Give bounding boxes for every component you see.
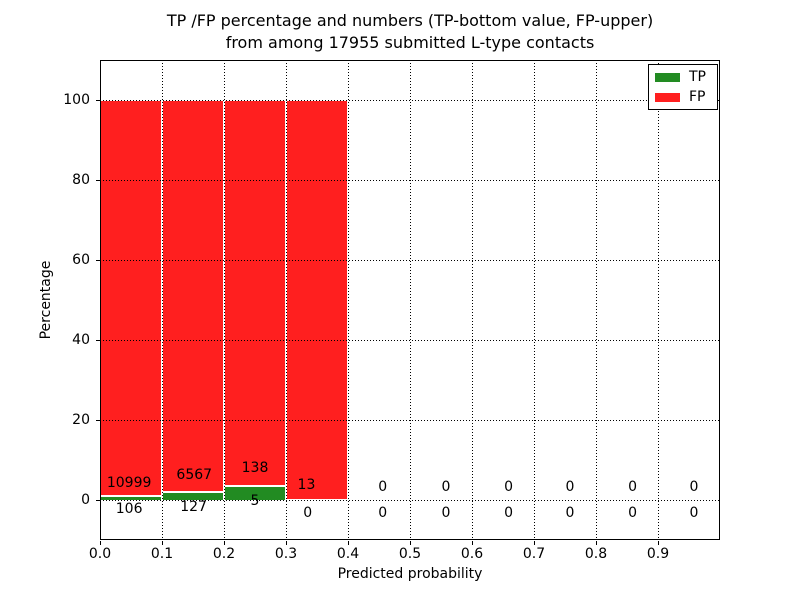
tp-count-label: 0 [504, 505, 514, 522]
tp-count-label: 0 [378, 505, 388, 522]
x-tick-mark [224, 541, 225, 545]
x-tick-label: 0.8 [584, 546, 608, 562]
x-axis-label: Predicted probability [337, 566, 483, 582]
fp-bar [100, 100, 162, 497]
y-tick-label: 20 [72, 412, 90, 428]
fp-legend-label: FP [689, 89, 706, 105]
grid-line-vertical [534, 60, 535, 540]
fp-count-label: 138 [241, 460, 269, 477]
tp-count-label: 0 [303, 504, 313, 521]
legend-item-tp: TP [655, 69, 717, 85]
tp-count-label: 0 [565, 505, 575, 522]
fp-bar [286, 100, 348, 500]
tp-count-label: 5 [250, 493, 260, 510]
grid-line-vertical [100, 60, 101, 540]
x-tick-label: 0.4 [336, 546, 360, 562]
fp-count-label: 0 [504, 478, 514, 495]
y-tick-label: 40 [72, 332, 90, 348]
legend-item-fp: FP [655, 89, 717, 105]
x-tick-mark [286, 541, 287, 545]
x-tick-mark [534, 541, 535, 545]
fp-count-label: 6567 [176, 466, 213, 483]
fp-count-label: 0 [628, 478, 638, 495]
y-tick-label: 0 [81, 492, 90, 508]
x-tick-label: 0.3 [274, 546, 298, 562]
y-axis-label: Percentage [38, 260, 54, 340]
x-tick-label: 0.2 [212, 546, 236, 562]
fp-bar [224, 100, 286, 486]
grid-line-vertical [162, 60, 163, 540]
fp-count-label: 0 [378, 478, 388, 495]
x-tick-label: 0.0 [88, 546, 112, 562]
x-tick-label: 0.5 [398, 546, 422, 562]
fp-count-label: 13 [297, 476, 316, 493]
y-tick-mark [96, 500, 100, 501]
x-tick-mark [348, 541, 349, 545]
y-tick-label: 100 [63, 92, 90, 108]
x-tick-mark [472, 541, 473, 545]
x-tick-mark [100, 541, 101, 545]
x-tick-mark [162, 541, 163, 545]
fp-count-label: 10999 [106, 474, 152, 491]
x-tick-label: 0.7 [522, 546, 546, 562]
fp-count-label: 0 [441, 478, 451, 495]
grid-line-vertical [658, 60, 659, 540]
chart-title: TP /FP percentage and numbers (TP-bottom… [100, 10, 720, 54]
tp-count-label: 0 [441, 505, 451, 522]
tp-count-label: 0 [628, 505, 638, 522]
tp-legend-swatch [655, 72, 680, 82]
fp-count-label: 0 [565, 478, 575, 495]
x-tick-mark [596, 541, 597, 545]
grid-line-vertical [286, 60, 287, 540]
x-tick-label: 0.6 [460, 546, 484, 562]
tp-count-label: 127 [180, 498, 207, 515]
tp-count-label: 106 [115, 501, 143, 518]
grid-line-vertical [472, 60, 473, 540]
grid-line-vertical [410, 60, 411, 540]
legend: TP FP [648, 64, 718, 110]
fp-bar [162, 100, 224, 493]
y-tick-label: 60 [72, 252, 90, 268]
y-tick-mark [96, 180, 100, 181]
fp-legend-swatch [655, 92, 680, 102]
y-tick-mark [96, 260, 100, 261]
x-tick-mark [658, 541, 659, 545]
x-tick-label: 0.1 [150, 546, 174, 562]
grid-line-vertical [596, 60, 597, 540]
y-tick-mark [96, 340, 100, 341]
x-tick-mark [410, 541, 411, 545]
tp-count-label: 0 [689, 505, 699, 522]
y-tick-label: 80 [72, 172, 90, 188]
chart-title-line1: TP /FP percentage and numbers (TP-bottom… [166, 11, 654, 30]
x-tick-label: 0.9 [646, 546, 670, 562]
y-tick-mark [96, 100, 100, 101]
grid-line-vertical [348, 60, 349, 540]
tp-legend-label: TP [689, 69, 706, 85]
y-tick-mark [96, 420, 100, 421]
chart-title-line2: from among 17955 submitted L-type contac… [225, 33, 595, 52]
grid-line-vertical [224, 60, 225, 540]
fp-count-label: 0 [689, 478, 699, 495]
